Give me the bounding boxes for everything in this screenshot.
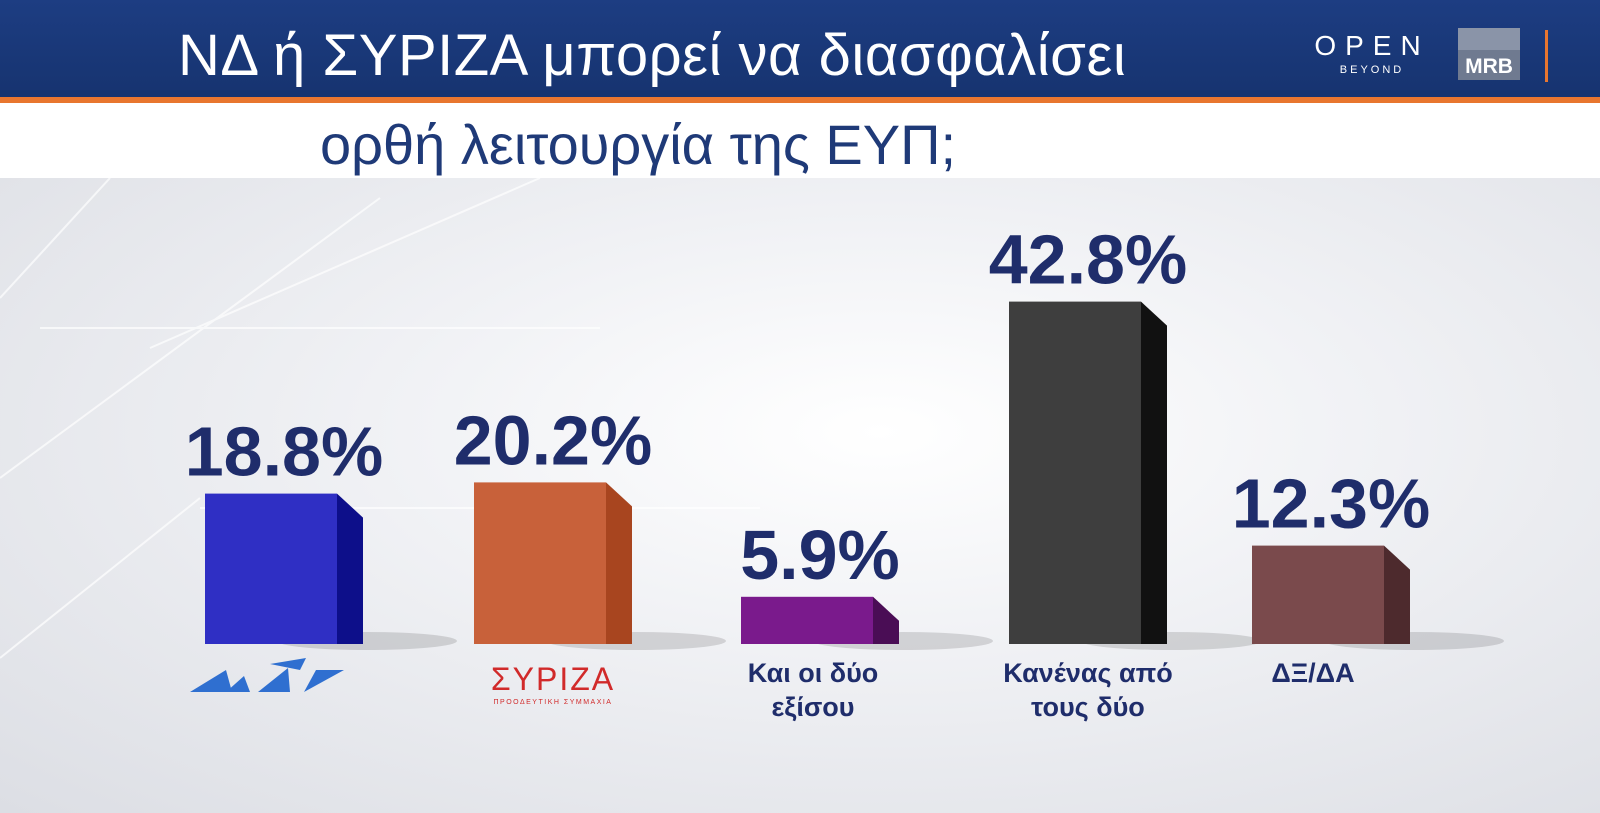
subtitle-bar (0, 103, 1600, 178)
bar-dk-na (1252, 545, 1504, 650)
category-label-line: εξίσου (771, 692, 855, 722)
category-label-dk-na: ΔΞ/ΔΑ (1203, 656, 1423, 690)
nd-logo (190, 658, 344, 692)
nd-logo-shape (304, 670, 344, 692)
bar-front-dk-na (1252, 545, 1384, 644)
category-label-line: τους δύο (1031, 692, 1145, 722)
nd-logo-shape (190, 670, 232, 692)
nd-logo-shape (226, 676, 250, 692)
header-bar (0, 0, 1600, 100)
bar-front-nd (205, 493, 337, 644)
bar-side-both (873, 596, 899, 644)
mrb-logo: MRB (1458, 28, 1520, 80)
header-accent-line (0, 97, 1600, 103)
chart-title-line2: ορθή λειτουργία της ΕΥΠ; (320, 113, 957, 176)
chart-stage: 18.8% 20.2% 5.9% 42.8% 12.3% ΣΥΡΙΖΑ ΠΡΟΟΔΕΥΤΙΚ… (0, 178, 1600, 813)
syriza-logo: ΣΥΡΙΖΑ (491, 661, 615, 697)
bar-front-syriza (474, 482, 606, 644)
bar-chart: 18.8% 20.2% 5.9% 42.8% 12.3% ΣΥΡΙΖΑ ΠΡΟΟΔΕΥΤΙΚ… (185, 221, 1504, 706)
nd-logo-shape (258, 668, 290, 692)
bar-nd (205, 493, 457, 650)
bar-front-both (741, 596, 873, 644)
bar-side-nd (337, 493, 363, 644)
category-label-line: ΔΞ/ΔΑ (1271, 658, 1355, 688)
chart-title-line1: ΝΔ ή ΣΥΡΙΖΑ μπορεί να διασφαλίσει (178, 23, 1127, 88)
value-label-neither: 42.8% (989, 221, 1187, 299)
bar-neither (1009, 301, 1261, 650)
bar-front-neither (1009, 301, 1141, 644)
category-label-line: Κανένας από (1003, 658, 1173, 688)
bar-syriza (474, 482, 726, 650)
value-label-nd: 18.8% (185, 413, 383, 491)
category-label-neither: Κανένας από τους δύο (978, 656, 1198, 724)
logo-separator (1545, 30, 1548, 82)
category-label-line: Και οι δύο (747, 658, 879, 688)
nd-logo-shape (270, 658, 306, 670)
bar-both (741, 596, 993, 650)
value-label-both: 5.9% (740, 516, 900, 594)
category-label-both: Και οι δύο εξίσου (703, 656, 923, 724)
bar-side-dk-na (1384, 545, 1410, 644)
open-logo-sub: BEYOND (1339, 64, 1405, 76)
value-label-syriza: 20.2% (454, 401, 652, 479)
syriza-logo-sub: ΠΡΟΟΔΕΥΤΙΚΗ ΣΥΜΜΑΧΙΑ (494, 699, 613, 706)
value-label-dk-na: 12.3% (1232, 465, 1430, 543)
bar-side-neither (1141, 301, 1167, 644)
bar-side-syriza (606, 482, 632, 644)
open-logo-word: OPEN (1314, 30, 1430, 61)
open-beyond-logo: OPEN BEYOND (1312, 30, 1432, 76)
